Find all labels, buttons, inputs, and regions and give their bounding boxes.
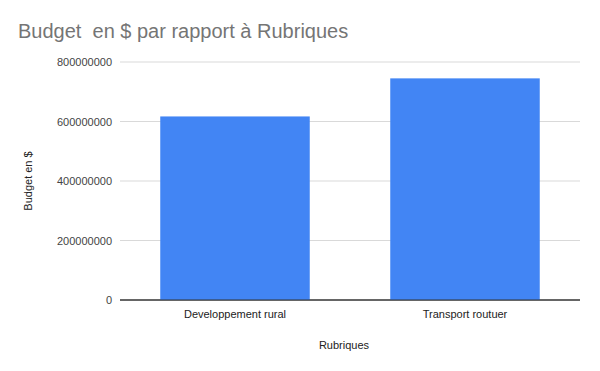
y-tick-label: 600000000 <box>57 116 112 128</box>
x-axis-label: Rubriques <box>319 339 370 351</box>
y-tick-label: 800000000 <box>57 56 112 68</box>
x-tick-label: Developpement rural <box>184 308 286 320</box>
bars <box>160 78 540 300</box>
y-axis-label: Budget en $ <box>22 151 34 210</box>
bar <box>390 78 540 300</box>
bar <box>160 116 310 300</box>
grid-line <box>120 300 580 301</box>
x-tick-label: Transport routuer <box>423 308 508 320</box>
chart: Budget en $ par rapport à Rubriques 0 2000… <box>0 0 600 371</box>
y-tick-label: 400000000 <box>57 175 112 187</box>
grid-line <box>120 62 580 63</box>
chart-container: Budget en $ par rapport à Rubriques 0 2000… <box>0 0 600 371</box>
x-axis-line <box>120 300 580 301</box>
background <box>0 0 600 371</box>
y-tick-label: 200000000 <box>57 235 112 247</box>
title: Budget en $ par rapport à Rubriques <box>18 20 348 42</box>
y-tick-label: 0 <box>106 294 112 306</box>
